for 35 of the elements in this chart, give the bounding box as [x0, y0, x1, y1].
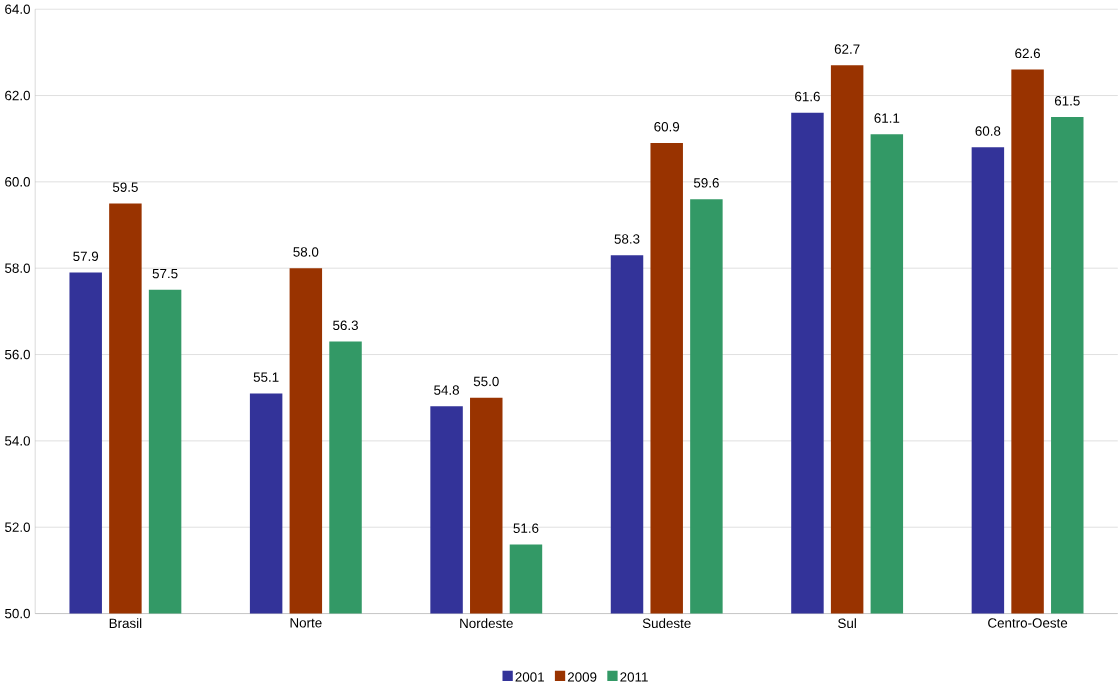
- legend-label: 2011: [620, 672, 648, 682]
- data-label: 60.9: [654, 122, 680, 132]
- data-label: 57.9: [73, 251, 99, 262]
- legend-label: 2001: [515, 672, 544, 682]
- y-tick-label: 52.0: [5, 522, 30, 533]
- y-tick-label: 60.0: [5, 177, 30, 187]
- y-tick-label: 58.0: [5, 263, 30, 274]
- data-label: 60.8: [975, 126, 1001, 136]
- y-tick-label: 50.0: [5, 608, 30, 619]
- data-label: 61.6: [795, 91, 820, 102]
- data-label: 58.3: [614, 234, 640, 244]
- y-tick-label: 54.0: [5, 436, 30, 446]
- data-label: 62.6: [1015, 48, 1041, 59]
- legend-label: 2009: [567, 672, 597, 682]
- data-label: 61.5: [1054, 96, 1080, 106]
- data-label: 58.0: [293, 247, 319, 257]
- y-tick-label: 62.0: [5, 90, 30, 101]
- x-tick-label: Sudeste: [642, 618, 691, 629]
- x-tick-label: Norte: [290, 618, 322, 628]
- data-label: 61.1: [874, 113, 900, 123]
- x-tick-label: Nordeste: [460, 618, 513, 629]
- data-label: 56.3: [333, 320, 358, 331]
- y-tick-label: 64.0: [5, 4, 30, 15]
- x-tick-label: Sul: [838, 618, 856, 629]
- data-label: 59.6: [693, 178, 719, 188]
- data-label: 51.6: [513, 523, 539, 534]
- data-label: 55.1: [253, 372, 279, 382]
- x-tick-label: Centro-Oeste: [988, 618, 1068, 628]
- x-tick-label: Brasil: [109, 618, 142, 629]
- y-tick-label: 56.0: [5, 349, 30, 360]
- data-label: 57.5: [152, 269, 178, 279]
- data-label: 59.5: [112, 182, 138, 193]
- data-label: 54.8: [434, 385, 460, 395]
- data-label: 62.7: [834, 44, 860, 54]
- data-label: 55.0: [473, 376, 499, 387]
